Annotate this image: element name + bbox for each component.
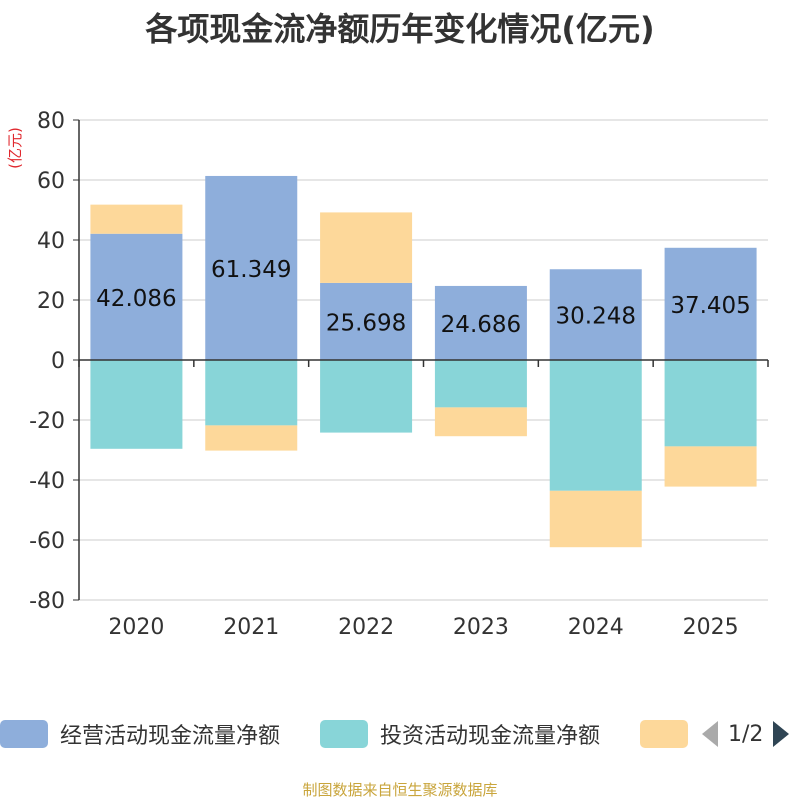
data-label: 61.349	[211, 257, 291, 283]
bar-investing-2020	[90, 360, 183, 449]
legend-pager: 1/2	[702, 716, 790, 752]
y-tick-label: 80	[37, 109, 65, 134]
source-note: 制图数据来自恒生聚源数据库	[302, 781, 498, 799]
bar-investing-2025	[664, 360, 757, 447]
y-tick-label: -80	[29, 589, 65, 614]
pager-text: 1/2	[728, 721, 764, 747]
legend: 经营活动现金流量净额 投资活动现金流量净额 1/2	[0, 716, 800, 756]
bar-operating-2021	[205, 175, 298, 360]
bar-operating-2025	[664, 247, 757, 360]
bar-financing-2024	[549, 490, 642, 548]
y-tick-label: -40	[29, 469, 65, 494]
bar-financing-2023	[434, 407, 527, 437]
bar-operating-2022	[320, 282, 413, 360]
x-tick-label: 2024	[568, 615, 624, 640]
legend-item-operating[interactable]: 经营活动现金流量净额	[0, 716, 280, 752]
legend-item-financing[interactable]	[640, 716, 688, 752]
data-label: 37.405	[670, 293, 750, 319]
bar-financing-2022	[320, 212, 413, 283]
bar-financing-2021	[205, 425, 298, 451]
legend-item-investing[interactable]: 投资活动现金流量净额	[320, 716, 600, 752]
y-tick-label: 40	[37, 229, 65, 254]
bar-financing-2020	[90, 204, 183, 234]
legend-label-investing: 投资活动现金流量净额	[380, 724, 601, 749]
y-tick-label: 60	[37, 169, 65, 194]
bar-financing-2025	[664, 446, 757, 487]
y-tick-label: 20	[37, 289, 65, 314]
data-label: 25.698	[326, 310, 406, 336]
x-tick-label: 2025	[683, 615, 739, 640]
data-label: 30.248	[556, 304, 636, 330]
bar-operating-2024	[549, 269, 642, 360]
legend-swatch-investing	[320, 720, 368, 748]
x-tick-label: 2020	[108, 615, 164, 640]
bar-investing-2021	[205, 360, 298, 426]
x-tick-label: 2022	[338, 615, 394, 640]
x-tick-label: 2021	[223, 615, 279, 640]
y-axis-unit-label: (亿元)	[6, 127, 24, 169]
bar-investing-2023	[434, 360, 527, 408]
y-tick-label: 0	[51, 349, 65, 374]
data-label: 24.686	[441, 312, 521, 338]
legend-label-operating: 经营活动现金流量净额	[60, 724, 281, 749]
bar-investing-2024	[549, 360, 642, 491]
x-tick-label: 2023	[453, 615, 509, 640]
bar-operating-2020	[90, 233, 183, 360]
pager-prev-icon[interactable]	[702, 721, 718, 747]
chart-area: 80 60 40 20 0 -20 -40 -60 -80 (亿元) 42.086 2020 61.34…	[6, 109, 769, 640]
data-label: 42.086	[96, 286, 176, 312]
bar-investing-2022	[320, 360, 413, 433]
legend-swatch-operating	[0, 720, 48, 748]
y-tick-label: -20	[29, 409, 65, 434]
y-tick-label: -60	[29, 529, 65, 554]
pager-next-icon[interactable]	[773, 721, 790, 747]
legend-swatch-financing	[640, 720, 688, 748]
bar-operating-2023	[434, 285, 527, 360]
chart-title: 各项现金流净额历年变化情况(亿元)	[145, 10, 655, 48]
